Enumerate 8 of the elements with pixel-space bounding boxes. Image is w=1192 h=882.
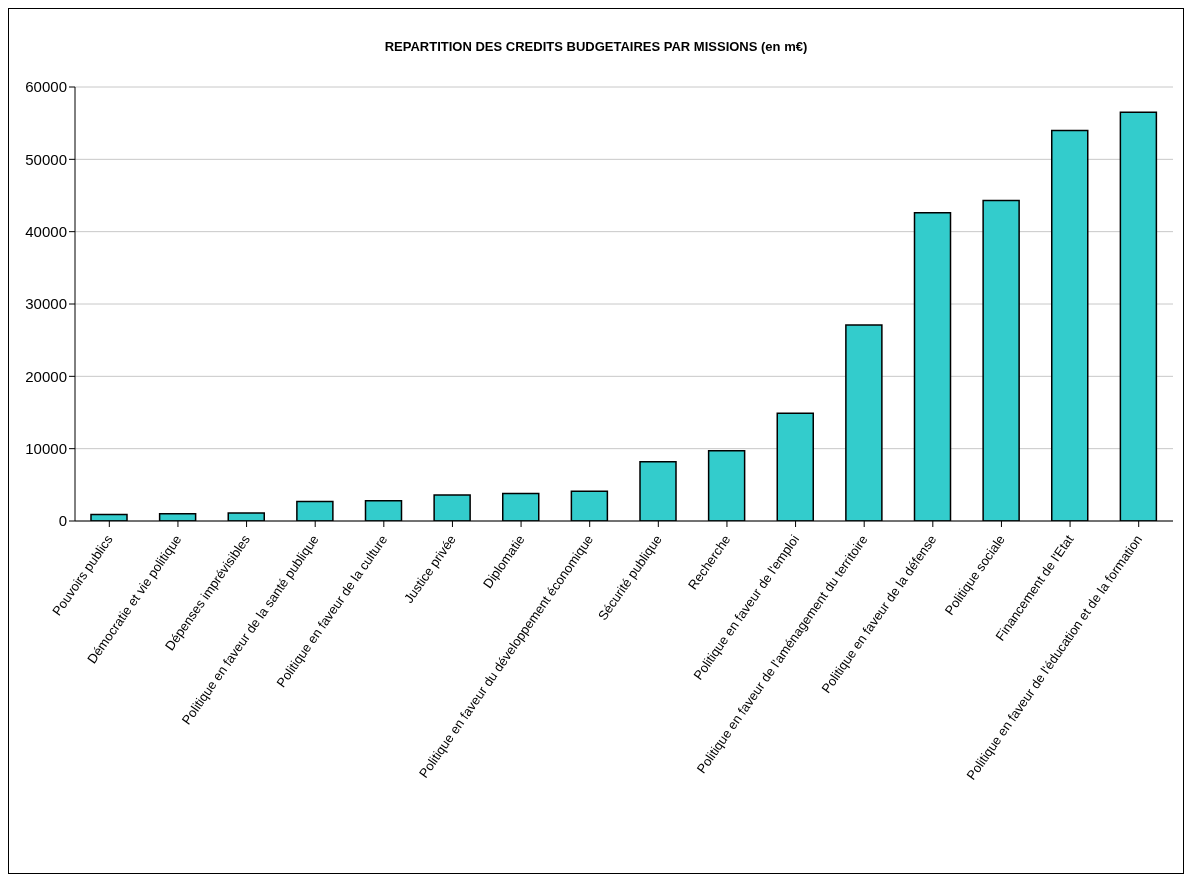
y-tick-label: 0 bbox=[58, 512, 67, 530]
y-tick-label: 50000 bbox=[25, 150, 67, 168]
y-tick-label: 20000 bbox=[25, 367, 67, 385]
y-tick-label: 30000 bbox=[25, 295, 67, 313]
y-tick-label: 10000 bbox=[25, 439, 67, 457]
y-tick-label: 60000 bbox=[25, 78, 67, 96]
chart-title: REPARTITION DES CREDITS BUDGETAIRES PAR MISSIONS (en m€) bbox=[383, 39, 809, 54]
y-tick-label: 40000 bbox=[25, 222, 67, 240]
